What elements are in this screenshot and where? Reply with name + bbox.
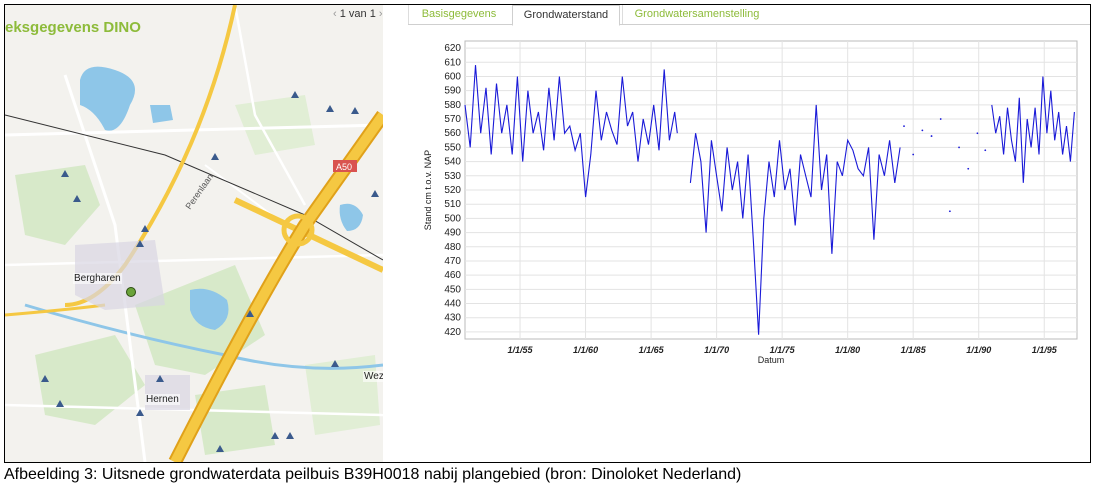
selected-well-b39h0018[interactable] (126, 287, 136, 297)
series-line (689, 104, 901, 335)
pager[interactable]: ‹ 1 van 1 › (333, 8, 383, 20)
series-line (991, 76, 1075, 183)
data-point (984, 149, 987, 152)
lake (339, 203, 363, 231)
well-markers[interactable] (41, 91, 379, 452)
y-tick-label: 610 (444, 57, 461, 68)
y-tick-label: 470 (444, 256, 461, 267)
data-point (958, 146, 960, 149)
figure-caption: Afbeelding 3: Uitsnede grondwaterdata pe… (4, 466, 742, 483)
data-point (976, 132, 979, 135)
tab-grondwaterstand[interactable]: Grondwaterstand (512, 5, 620, 26)
lake (190, 288, 229, 330)
place-label-hernen: Hernen (145, 394, 180, 405)
x-tick-label: 1/1/80 (835, 345, 860, 355)
x-tick-label: 1/1/95 (1032, 345, 1058, 355)
x-tick-label: 1/1/65 (639, 345, 665, 355)
secondary-road (5, 303, 106, 317)
data-point (948, 210, 951, 213)
interchange (281, 213, 315, 247)
well-marker[interactable] (271, 432, 279, 439)
panel-title: eksgegevens DINO (5, 19, 141, 36)
well-marker[interactable] (216, 445, 224, 452)
well-marker[interactable] (351, 107, 359, 114)
screenshot-frame: Perenlaan A50 eksgegevens DINO Bergharen… (4, 4, 1091, 463)
x-tick-label: 1/1/55 (508, 345, 534, 355)
well-marker[interactable] (56, 400, 64, 407)
data-point (967, 167, 970, 170)
y-tick-label: 550 (444, 142, 461, 153)
y-tick-label: 590 (444, 86, 461, 97)
well-marker[interactable] (331, 360, 339, 367)
y-tick-label: 510 (444, 199, 461, 210)
well-marker[interactable] (211, 153, 219, 160)
y-tick-label: 440 (444, 299, 461, 310)
place-label-wez: Wez (363, 371, 383, 382)
well-marker[interactable] (61, 170, 69, 177)
minor-road (233, 5, 307, 206)
field-area (35, 335, 145, 425)
y-tick-label: 560 (444, 128, 461, 139)
y-tick-label: 490 (444, 228, 461, 239)
tab-basisgegevens[interactable]: Basisgegevens (408, 5, 509, 24)
y-tick-label: 600 (444, 71, 461, 82)
field-area (15, 165, 100, 245)
y-tick-label: 500 (444, 213, 461, 224)
highway-shield (333, 160, 357, 172)
well-marker[interactable] (286, 432, 294, 439)
place-label-bergharen: Bergharen (73, 273, 122, 284)
y-axis-label: Stand cm t.o.v. NAP (423, 150, 433, 230)
x-tick-label: 1/1/90 (966, 345, 991, 355)
y-tick-label: 570 (444, 114, 461, 125)
y-tick-label: 480 (444, 242, 461, 253)
prev-page-icon[interactable]: ‹ (333, 8, 337, 20)
minor-road (63, 74, 147, 462)
pager-text: 1 van 1 (339, 8, 376, 20)
railway (5, 114, 383, 261)
y-tick-label: 530 (444, 171, 461, 182)
well-marker[interactable] (371, 190, 379, 197)
field-area (195, 385, 275, 455)
groundwater-chart[interactable]: 420 430 440 450 460 470 480 490 500 510 520 530 540 5… (415, 33, 1083, 363)
tab-grondwatersamenstelling[interactable]: Grondwatersamenstelling (622, 5, 771, 24)
well-marker[interactable] (326, 105, 334, 112)
topographic-map[interactable]: Perenlaan A50 (5, 5, 383, 462)
lake (80, 66, 135, 131)
next-page-icon[interactable]: › (378, 8, 383, 20)
highway-label-a50: A50 (336, 162, 352, 172)
pond (150, 105, 173, 123)
y-tick-label: 450 (444, 284, 461, 295)
x-tick-label: 1/1/60 (573, 345, 598, 355)
well-marker[interactable] (291, 91, 299, 98)
map-panel[interactable]: Perenlaan A50 eksgegevens DINO Bergharen… (5, 5, 383, 462)
x-axis-label: Datum (758, 355, 785, 363)
a50-highway (170, 112, 383, 462)
y-tick-label: 430 (444, 313, 461, 324)
series-line (464, 65, 678, 198)
well-marker[interactable] (136, 240, 144, 247)
y-tick-label: 620 (444, 43, 461, 54)
y-tick-label: 420 (444, 327, 461, 338)
y-tick-label: 460 (444, 270, 461, 281)
well-marker[interactable] (41, 375, 49, 382)
data-point (921, 129, 924, 132)
x-tick-label: 1/1/70 (704, 345, 729, 355)
well-marker[interactable] (156, 375, 164, 382)
y-tick-label: 540 (444, 157, 461, 168)
well-marker[interactable] (73, 195, 81, 202)
well-marker[interactable] (136, 409, 144, 416)
well-marker[interactable] (141, 225, 149, 232)
minor-road (5, 123, 383, 137)
data-point (903, 125, 905, 128)
well-marker[interactable] (246, 310, 254, 317)
tab-bar: Basisgegevens Grondwaterstand Grondwater… (408, 5, 1090, 26)
data-point (930, 135, 933, 137)
x-tick-label: 1/1/85 (901, 345, 927, 355)
y-tick-label: 580 (444, 100, 461, 111)
data-point (912, 153, 915, 156)
y-tick-label: 520 (444, 185, 461, 196)
minor-road (5, 253, 383, 267)
x-tick-label: 1/1/75 (770, 345, 796, 355)
data-point (939, 118, 942, 120)
